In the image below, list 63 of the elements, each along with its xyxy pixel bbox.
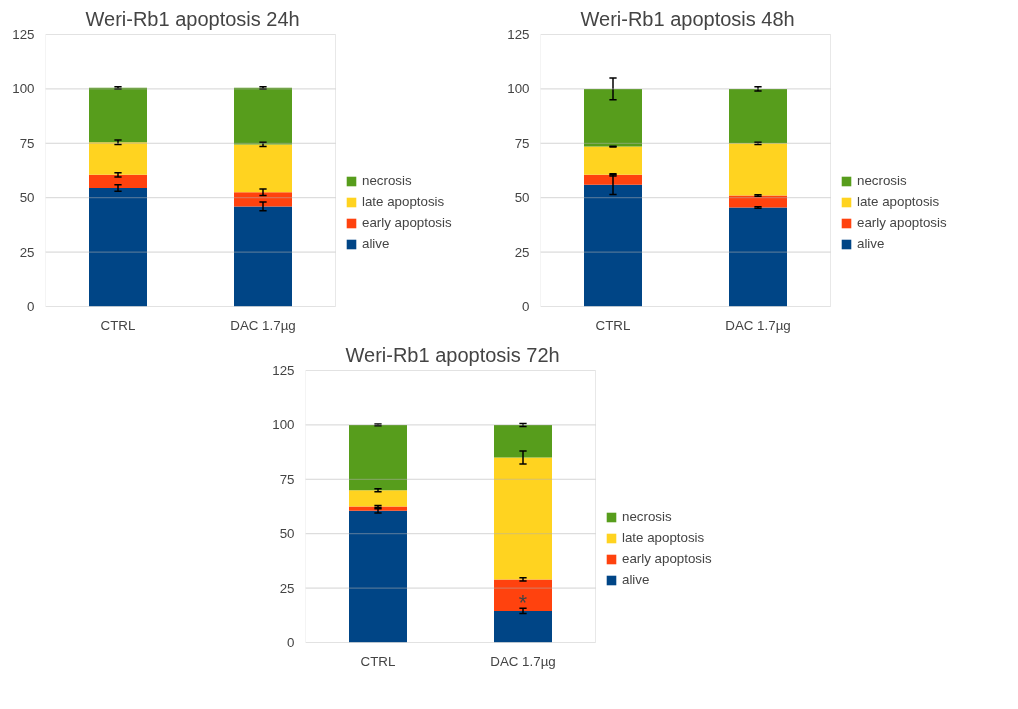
chart-title: Weri-Rb1 apoptosis 24h: [85, 7, 300, 30]
bar: [494, 579, 552, 611]
bar: [494, 457, 552, 580]
y-tick-label: 0: [27, 299, 35, 314]
y-tick-label: 0: [522, 299, 530, 314]
legend-label: alive: [622, 572, 650, 587]
x-tick-label: CTRL: [360, 653, 396, 669]
y-tick-label: 125: [272, 363, 295, 378]
chart-title: Weri-Rb1 apoptosis 72h: [345, 343, 560, 366]
chart-title: Weri-Rb1 apoptosis 48h: [580, 7, 795, 30]
legend-label: alive: [857, 236, 885, 251]
legend-label: alive: [362, 236, 390, 251]
y-tick-label: 75: [279, 471, 295, 487]
legend-label: necrosis: [622, 509, 672, 524]
bar: [584, 146, 642, 175]
bar: [729, 207, 787, 307]
bar: [584, 184, 642, 307]
y-tick-label: 50: [514, 190, 530, 206]
legend-label: late apoptosis: [622, 530, 705, 545]
legend-label: early apoptosis: [857, 215, 947, 230]
bar: [89, 187, 147, 307]
y-tick-label: 25: [279, 580, 295, 596]
bar: [584, 174, 642, 185]
x-tick-label: CTRL: [595, 317, 631, 333]
bar: [349, 510, 407, 643]
y-tick-label: 50: [279, 526, 295, 542]
y-tick-label: 75: [19, 135, 35, 151]
y-tick-label: 100: [272, 417, 295, 433]
bar: [89, 142, 147, 175]
legend-label: early apoptosis: [622, 551, 712, 566]
y-tick-label: 25: [514, 244, 530, 260]
bar: [729, 143, 787, 196]
annotation: *: [518, 590, 528, 615]
bar: [494, 424, 552, 458]
x-tick-label: DAC 1.7µg: [490, 653, 556, 669]
bar: [729, 195, 787, 208]
bar: [89, 87, 147, 143]
y-tick-label: 100: [507, 81, 530, 97]
y-tick-label: 125: [507, 27, 530, 42]
bar: [234, 144, 292, 193]
x-tick-label: CTRL: [100, 317, 136, 333]
bar: [349, 490, 407, 507]
y-tick-label: 100: [12, 81, 35, 97]
legend-label: early apoptosis: [362, 215, 452, 230]
bar: [494, 610, 552, 643]
x-tick-label: DAC 1.7µg: [725, 317, 791, 333]
bar: [234, 206, 292, 307]
bar: [234, 192, 292, 207]
y-tick-label: 25: [19, 244, 35, 260]
legend-label: necrosis: [362, 173, 412, 188]
legend-label: late apoptosis: [362, 194, 445, 209]
bar: [584, 88, 642, 147]
y-tick-label: 50: [19, 190, 35, 206]
bar: [234, 87, 292, 145]
y-tick-label: 75: [514, 135, 530, 151]
legend-label: necrosis: [857, 173, 907, 188]
y-tick-label: 125: [12, 27, 35, 42]
bar: [729, 88, 787, 144]
bar: [349, 424, 407, 491]
legend-label: late apoptosis: [857, 194, 940, 209]
y-tick-label: 0: [287, 635, 295, 650]
x-tick-label: DAC 1.7µg: [230, 317, 296, 333]
bar: [89, 174, 147, 188]
